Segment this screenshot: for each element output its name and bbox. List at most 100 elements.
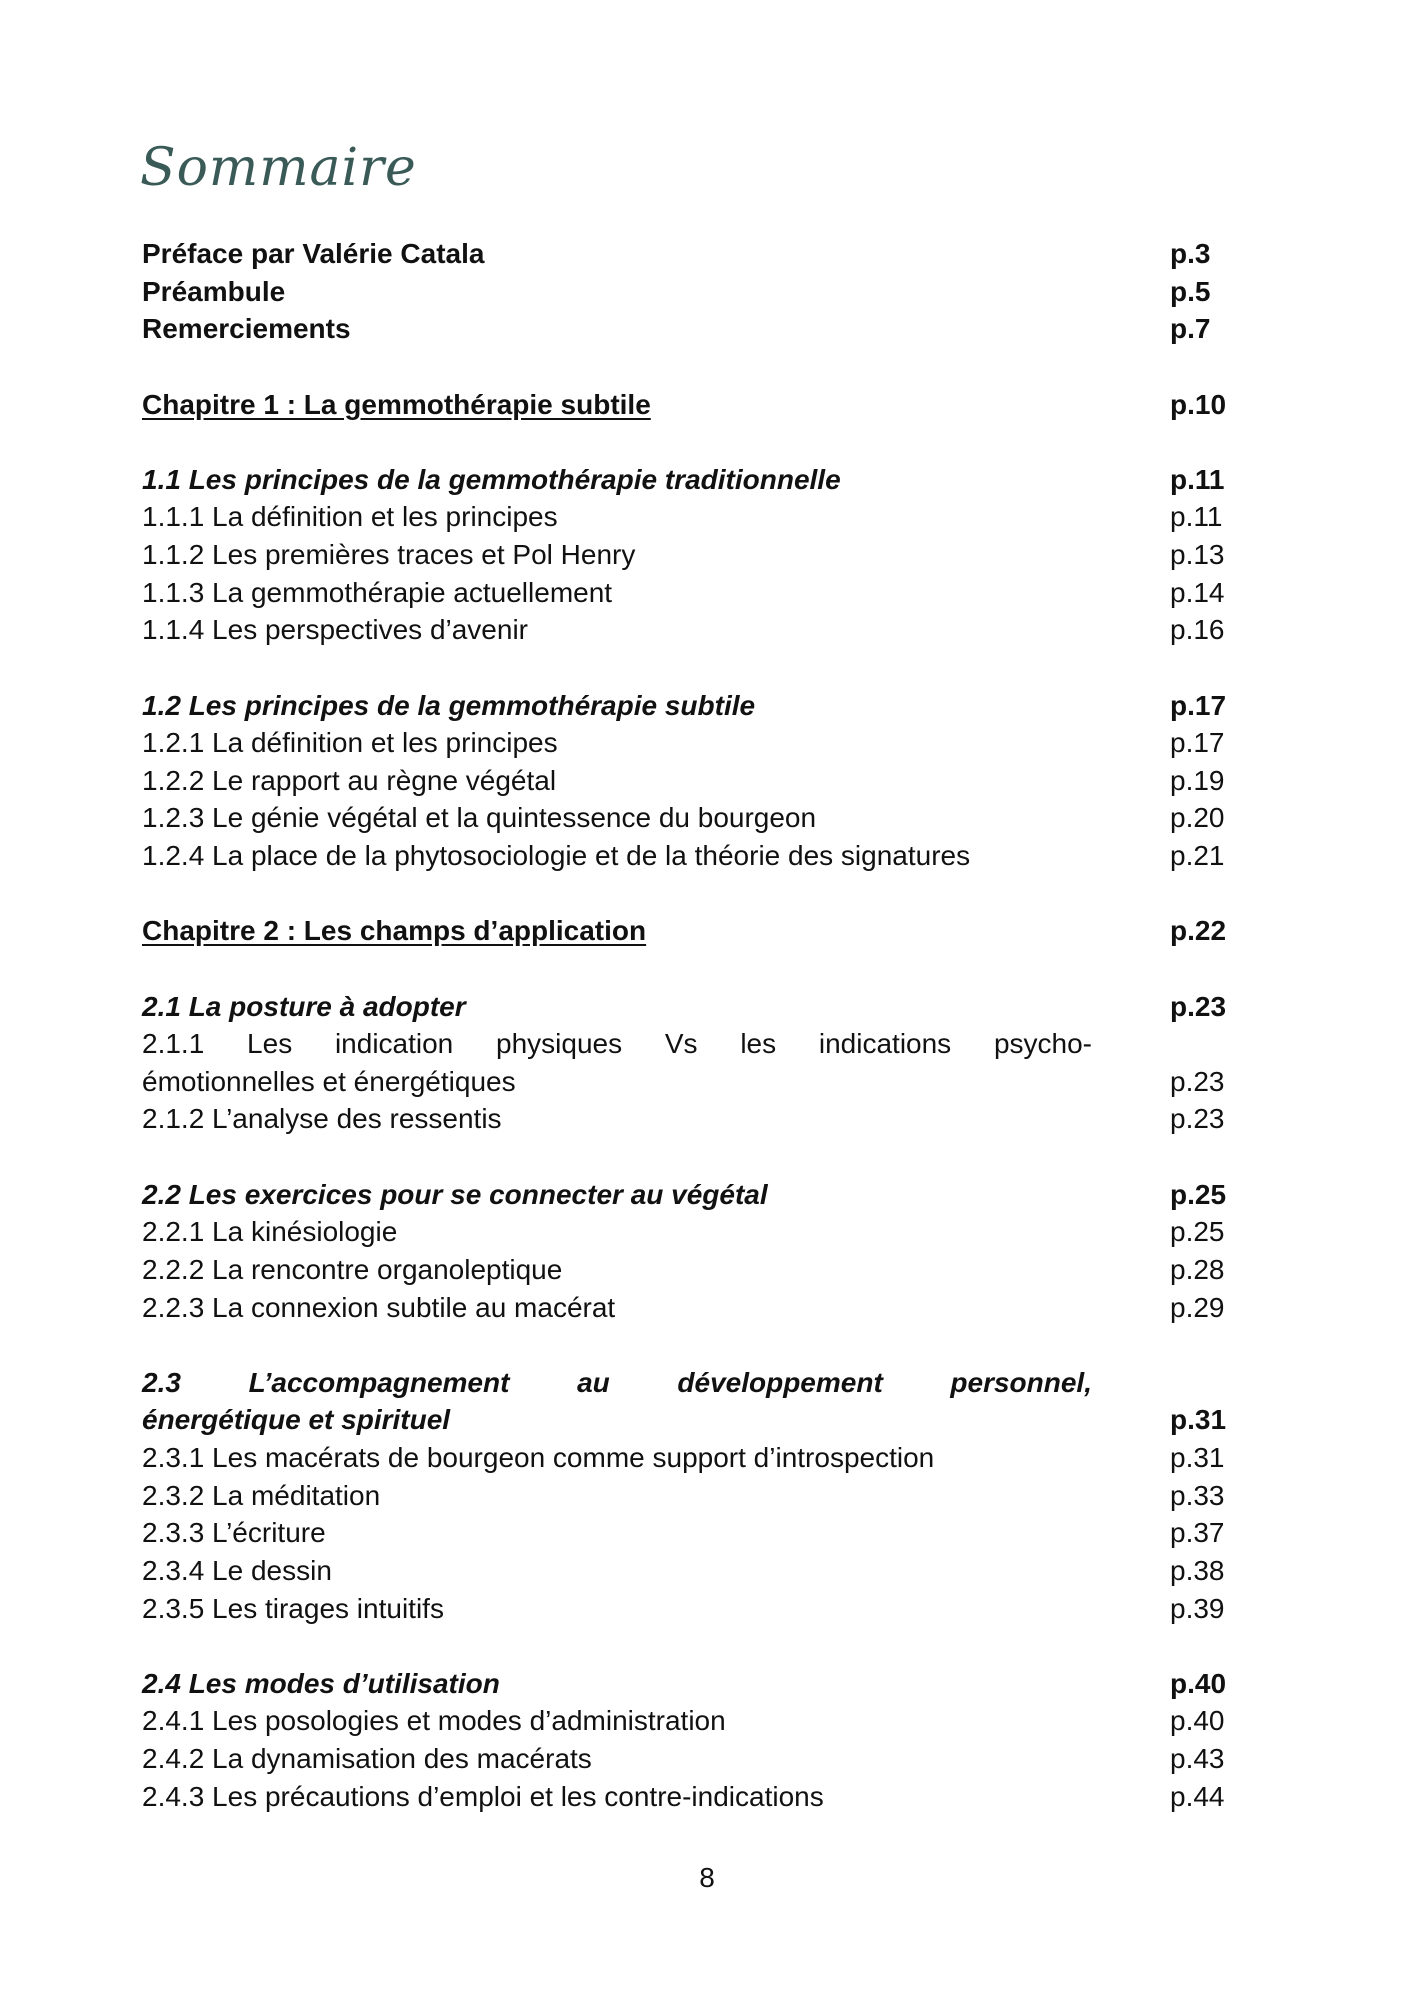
toc-entry-label: 2.2 Les exercices pour se connecter au v… bbox=[142, 1178, 768, 1210]
toc-entry-page: p.23 bbox=[1170, 990, 1227, 1022]
toc-subsection: 2.3.5 Les tirages intuitifs p.39 bbox=[142, 1590, 1242, 1628]
toc-entry-label: 1.2.4 La place de la phytosociologie et … bbox=[142, 840, 971, 871]
toc-front-matter: Préambule p.5 bbox=[142, 273, 1242, 311]
toc-entry-label: Chapitre 2 : Les champs d’application bbox=[142, 915, 647, 947]
toc-entry-label: 2.2.2 La rencontre organoleptique bbox=[142, 1253, 563, 1285]
toc-entry-page: p.23 bbox=[1170, 1103, 1225, 1135]
toc-section: 1.2 Les principes de la gemmothérapie su… bbox=[142, 687, 1242, 725]
spacer bbox=[142, 875, 1242, 913]
spacer bbox=[142, 423, 1242, 461]
toc-subsection: 1.1.3 La gemmothérapie actuellement p.14 bbox=[142, 574, 1242, 612]
toc-subsection: émotionnelles et énergétiques p.23 bbox=[142, 1063, 1242, 1101]
toc-entry-page: p.17 bbox=[1170, 689, 1227, 721]
toc-entry-label: émotionnelles et énergétiques bbox=[142, 1065, 516, 1097]
toc-entry-page: p.5 bbox=[1170, 275, 1211, 307]
toc-chapter: Chapitre 2 : Les champs d’application p.2… bbox=[142, 912, 1242, 950]
toc-entry-label: 1.1.3 La gemmothérapie actuellement bbox=[142, 576, 613, 608]
toc-entry-label: 2.4.1 Les posologies et modes d’administ… bbox=[142, 1705, 726, 1737]
toc-entry-page: p.11 bbox=[1170, 501, 1223, 533]
toc-entry-label: Préambule bbox=[142, 275, 286, 307]
spacer bbox=[142, 1326, 1242, 1364]
toc-subsection: 2.3.4 Le dessin p.38 bbox=[142, 1552, 1242, 1590]
toc-section: 2.1 La posture à adopter p.23 bbox=[142, 988, 1242, 1026]
toc-section: 2.2 Les exercices pour se connecter au v… bbox=[142, 1176, 1242, 1214]
toc-entry-page: p.28 bbox=[1170, 1253, 1225, 1285]
toc-entry-label: Chapitre 1 : La gemmothérapie subtile bbox=[142, 388, 651, 420]
toc-entry-page: p.43 bbox=[1170, 1743, 1225, 1774]
toc-chapter: Chapitre 1 : La gemmothérapie subtile p.1… bbox=[142, 386, 1242, 424]
toc-subsection: 1.1.4 Les perspectives d’avenir p.16 bbox=[142, 611, 1242, 649]
toc-subsection: 1.2.3 Le génie végétal et la quintessenc… bbox=[142, 799, 1242, 837]
table-of-contents: Préface par Valérie Catala p.3 Préambule p.… bbox=[142, 235, 1242, 1815]
toc-subsection: 2.3.3 L’écriture p.37 bbox=[142, 1514, 1242, 1552]
toc-entry-page: p.13 bbox=[1170, 539, 1225, 570]
toc-front-matter: Préface par Valérie Catala p.3 bbox=[142, 235, 1242, 273]
toc-entry-label: 2.3.2 La méditation bbox=[142, 1479, 381, 1511]
toc-entry-page: p.17 bbox=[1170, 727, 1225, 759]
toc-entry-page: p.7 bbox=[1170, 313, 1211, 345]
toc-subsection: 1.1.1 La définition et les principes p.11 bbox=[142, 498, 1242, 536]
toc-section: énergétique et spirituel p.31 bbox=[142, 1401, 1242, 1439]
toc-subsection: 2.4.2 La dynamisation des macérats p.43 bbox=[142, 1740, 1242, 1778]
spacer bbox=[142, 649, 1242, 687]
toc-entry-page: p.14 bbox=[1170, 576, 1225, 608]
toc-entry-page: p.31 bbox=[1170, 1442, 1225, 1473]
toc-entry-label: 2.4 Les modes d’utilisation bbox=[142, 1667, 500, 1699]
toc-entry-page: p.31 bbox=[1170, 1404, 1227, 1436]
toc-entry-page: p.19 bbox=[1170, 764, 1225, 796]
toc-entry-page: p.40 bbox=[1170, 1705, 1225, 1737]
toc-section: 1.1 Les principes de la gemmothérapie tr… bbox=[142, 461, 1242, 499]
spacer bbox=[142, 1627, 1242, 1665]
toc-subsection: 2.2.2 La rencontre organoleptique p.28 bbox=[142, 1251, 1242, 1289]
toc-subsection: 2.1.1 Les indication physiques Vs les in… bbox=[142, 1025, 1242, 1063]
toc-entry-label: 2.1.2 L’analyse des ressentis bbox=[142, 1103, 502, 1135]
toc-entry-label: 2.4.2 La dynamisation des macérats bbox=[142, 1743, 592, 1774]
toc-entry-page: p.33 bbox=[1170, 1479, 1225, 1511]
page-title: Sommaire bbox=[140, 138, 417, 198]
toc-entry-label: 1.2 Les principes de la gemmothérapie su… bbox=[142, 689, 756, 721]
toc-entry-page: p.29 bbox=[1170, 1291, 1225, 1323]
spacer bbox=[142, 950, 1242, 988]
toc-entry-label: 2.3.3 L’écriture bbox=[142, 1517, 326, 1549]
toc-entry-page: p.23 bbox=[1170, 1065, 1225, 1097]
toc-entry-label: 2.2.3 La connexion subtile au macérat bbox=[142, 1291, 616, 1323]
toc-entry-label: Remerciements bbox=[142, 313, 351, 345]
toc-entry-page: p.39 bbox=[1170, 1592, 1225, 1624]
toc-subsection: 2.2.3 La connexion subtile au macérat p.2… bbox=[142, 1289, 1242, 1327]
toc-entry-label: 1.2.1 La définition et les principes bbox=[142, 727, 558, 759]
toc-entry-label: 2.3.1 Les macérats de bourgeon comme sup… bbox=[142, 1442, 935, 1473]
toc-entry-label: 2.2.1 La kinésiologie bbox=[142, 1216, 398, 1248]
page-number: 8 bbox=[699, 1862, 715, 1893]
toc-subsection: 1.1.2 Les premières traces et Pol Henry p… bbox=[142, 536, 1242, 574]
toc-entry-label: 2.1.1 Les indication physiques Vs les in… bbox=[142, 1028, 1092, 1060]
toc-subsection: 2.4.1 Les posologies et modes d’administ… bbox=[142, 1702, 1242, 1740]
toc-entry-label: 1.1.1 La définition et les principes bbox=[142, 501, 558, 533]
toc-entry-page: p.25 bbox=[1170, 1216, 1225, 1248]
toc-entry-page: p.40 bbox=[1170, 1667, 1227, 1699]
toc-entry-page: p.21 bbox=[1170, 840, 1225, 871]
toc-entry-label: 2.3 L’accompagnement au développement pe… bbox=[142, 1366, 1092, 1398]
toc-entry-label: énergétique et spirituel bbox=[142, 1404, 451, 1436]
toc-entry-label: 2.3.5 Les tirages intuitifs bbox=[142, 1592, 444, 1624]
toc-entry-label: 1.1.4 Les perspectives d’avenir bbox=[142, 614, 528, 646]
toc-entry-page: p.22 bbox=[1170, 915, 1227, 947]
toc-entry-label: 1.2.2 Le rapport au règne végétal bbox=[142, 764, 557, 796]
toc-entry-label: 2.3.4 Le dessin bbox=[142, 1554, 332, 1586]
toc-entry-label: 1.1 Les principes de la gemmothérapie tr… bbox=[142, 463, 841, 495]
toc-entry-page: p.3 bbox=[1170, 238, 1211, 269]
toc-subsection: 2.3.1 Les macérats de bourgeon comme sup… bbox=[142, 1439, 1242, 1477]
toc-entry-label: 1.2.3 Le génie végétal et la quintessenc… bbox=[142, 802, 817, 834]
toc-entry-page: p.25 bbox=[1170, 1178, 1227, 1210]
toc-subsection: 2.4.3 Les précautions d’emploi et les co… bbox=[142, 1778, 1242, 1816]
toc-entry-label: Préface par Valérie Catala bbox=[142, 238, 485, 269]
toc-entry-page: p.16 bbox=[1170, 614, 1225, 646]
toc-subsection: 1.2.2 Le rapport au règne végétal p.19 bbox=[142, 762, 1242, 800]
toc-subsection: 1.2.1 La définition et les principes p.17 bbox=[142, 724, 1242, 762]
toc-entry-page: p.11 bbox=[1170, 463, 1225, 495]
toc-entry-page: p.10 bbox=[1170, 388, 1227, 420]
toc-entry-page: p.37 bbox=[1170, 1517, 1225, 1549]
toc-entry-label: 1.1.2 Les premières traces et Pol Henry bbox=[142, 539, 636, 570]
toc-subsection: 2.3.2 La méditation p.33 bbox=[142, 1477, 1242, 1515]
toc-subsection: 2.2.1 La kinésiologie p.25 bbox=[142, 1213, 1242, 1251]
toc-subsection: 1.2.4 La place de la phytosociologie et … bbox=[142, 837, 1242, 875]
